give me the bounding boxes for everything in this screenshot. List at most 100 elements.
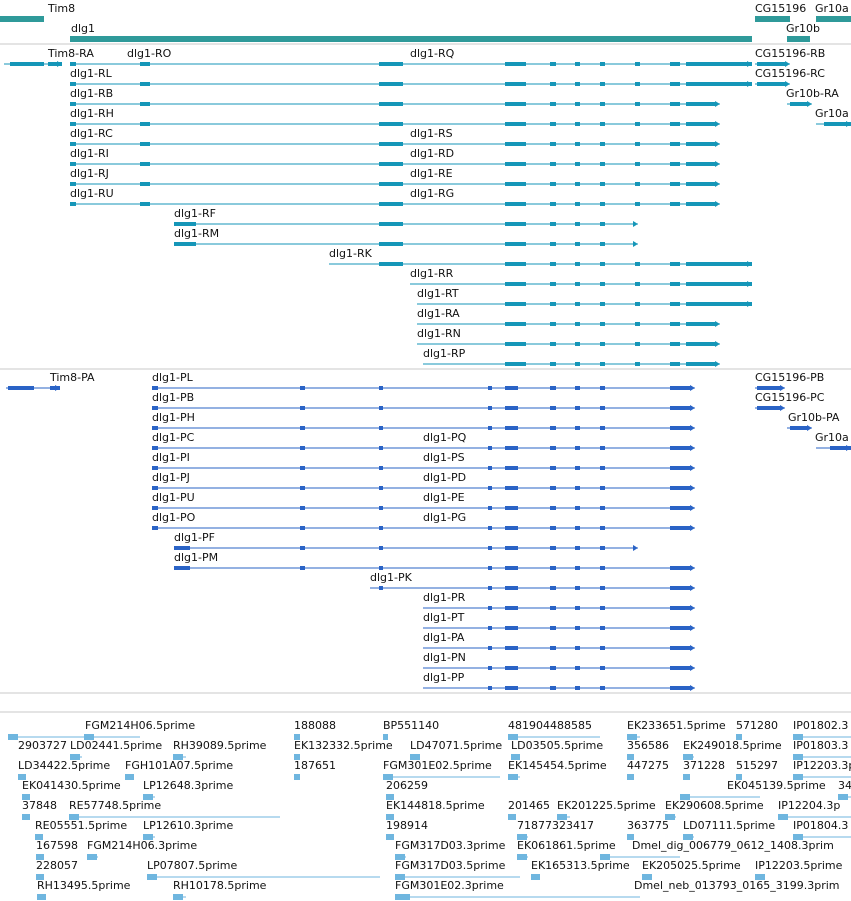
est-571280[interactable]: 571280 (736, 719, 778, 740)
est-bp551140[interactable]: BP551140 (383, 719, 439, 740)
protein-dlg1-pr[interactable]: dlg1-PR (423, 591, 695, 611)
est-ek290608-5prime[interactable]: EK290608.5prime (665, 799, 764, 820)
est-447275[interactable]: 447275 (627, 759, 669, 780)
gene-bar[interactable] (0, 16, 44, 22)
protein-dlg1-pb[interactable]: dlg1-PB (152, 391, 695, 411)
protein-track[interactable]: Tim8-PA dlg1-PL dlg1-PB dlg1-PH dlg1-PC dlg1-… (6, 371, 851, 691)
est-rh39089-5prime[interactable]: RH39089.5prime (173, 739, 267, 760)
est-167598[interactable]: 167598 (36, 839, 78, 860)
est-dmel-neb-013793-0165-3199-3prim[interactable]: Dmel_neb_013793_0165_3199.3prim (400, 879, 839, 900)
protein-dlg1-pl[interactable]: dlg1-PL (152, 371, 695, 391)
transcript-dlg1-rt[interactable]: dlg1-RT (417, 287, 752, 307)
transcript-dlg1-rb[interactable]: dlg1-RB (70, 87, 720, 107)
est-ek041430-5prime[interactable]: EK041430.5prime (22, 779, 121, 800)
est-ek205025-5prime[interactable]: EK205025.5prime (642, 859, 741, 880)
gene-bar[interactable] (70, 36, 752, 42)
est-ld34422-5prime[interactable]: LD34422.5prime (18, 759, 110, 780)
est-fgm301e02-5prime[interactable]: FGM301E02.5prime (383, 759, 500, 780)
est-ek165313-5prime[interactable]: EK165313.5prime (531, 859, 630, 880)
protein-dlg1-ph[interactable]: dlg1-PH (152, 411, 695, 431)
transcript-dlg1-ru[interactable]: dlg1-RU (70, 187, 720, 207)
est-track[interactable]: FGM214H06.5prime 188088 BP551140 4819044885… (8, 719, 851, 900)
est-ek249018-5prime[interactable]: EK249018.5prime (683, 739, 782, 760)
est-fgm317d03-5prime[interactable]: FGM317D03.5prime (395, 859, 520, 880)
transcript-dlg1-rm[interactable]: dlg1-RM (174, 227, 638, 247)
est-fgm317d03-3prime[interactable]: FGM317D03.3prime (395, 839, 506, 860)
protein-tim8-pa[interactable]: Tim8-PA (6, 371, 95, 391)
est-228057[interactable]: 228057 (36, 859, 78, 880)
est-ip01804-3[interactable]: IP01804.3 (793, 819, 851, 840)
est-ek132332-5prime[interactable]: EK132332.5prime (294, 739, 393, 760)
transcript-dlg1-ri[interactable]: dlg1-RI (70, 147, 720, 167)
protein-dlg1-pn[interactable]: dlg1-PN (423, 651, 695, 671)
est-ek045139-5prime[interactable]: EK045139.5prime (680, 779, 826, 800)
gene-track[interactable]: Tim8 dlg1 CG15196 Gr10a Gr10b (0, 2, 851, 42)
est-371228[interactable]: 371228 (683, 759, 725, 780)
gene-cg15196[interactable]: CG15196 (755, 2, 806, 22)
est-ek201225-5prime[interactable]: EK201225.5prime (557, 799, 656, 820)
transcript-dlg1-ro[interactable]: dlg1-RO (70, 47, 752, 67)
est-ip01803-3[interactable]: IP01803.3 (793, 739, 851, 760)
est-ek233651-5prime[interactable]: EK233651.5prime (627, 719, 726, 740)
transcript-dlg1-rf[interactable]: dlg1-RF (174, 207, 638, 227)
est-lp12610-3prime[interactable]: LP12610.3prime (143, 819, 234, 840)
protein-gr10a[interactable]: Gr10a (815, 431, 851, 451)
protein-dlg1-pc[interactable]: dlg1-PC (152, 431, 695, 451)
est-lp07807-5prime[interactable]: LP07807.5prime (147, 859, 380, 880)
est-198914[interactable]: 198914 (386, 819, 428, 840)
transcript-tim8-ra[interactable]: Tim8-RA (4, 47, 94, 67)
est-ek144818-5prime[interactable]: EK144818.5prime (386, 799, 485, 820)
protein-dlg1-pj[interactable]: dlg1-PJ (152, 471, 695, 491)
est-ld47071-5prime[interactable]: LD47071.5prime (410, 739, 502, 760)
transcript-dlg1-rh[interactable]: dlg1-RH (70, 107, 720, 127)
protein-dlg1-pm[interactable]: dlg1-PM (174, 551, 695, 571)
gene-bar[interactable] (755, 16, 790, 22)
protein-dlg1-pp[interactable]: dlg1-PP (423, 671, 695, 691)
transcript-dlg1-ra[interactable]: dlg1-RA (417, 307, 720, 327)
est-ip12203-3p[interactable]: IP12203.3p (793, 759, 851, 780)
est-201465[interactable]: 201465 (508, 799, 550, 820)
est-ld02441-5prime[interactable]: LD02441.5prime (70, 739, 162, 760)
est-ek145454-5prime[interactable]: EK145454.5prime (508, 759, 607, 780)
est-ip12203-5prime[interactable]: IP12203.5prime (755, 859, 843, 880)
est-71877323417[interactable]: 71877323417 (517, 819, 594, 840)
est-lp12648-3prime[interactable]: LP12648.3prime (143, 779, 234, 800)
transcript-dlg1-rp[interactable]: dlg1-RP (423, 347, 720, 367)
gene-dlg1[interactable]: dlg1 (70, 22, 752, 42)
est-ip12204-3p[interactable]: IP12204.3p (778, 799, 851, 820)
est-515297[interactable]: 515297 (736, 759, 778, 780)
transcript-dlg1-rk[interactable]: dlg1-RK (329, 247, 752, 267)
est-dmel-dig-006779-0612-1408-3prim[interactable]: Dmel_dig_006779_0612_1408.3prim (600, 839, 834, 860)
transcript-dlg1-rc[interactable]: dlg1-RC (70, 127, 720, 147)
est-363775[interactable]: 363775 (627, 819, 669, 840)
est-2903727[interactable]: 2903727 (8, 734, 140, 752)
protein-dlg1-po[interactable]: dlg1-PO (152, 511, 695, 531)
protein-dlg1-pa[interactable]: dlg1-PA (423, 631, 695, 651)
protein-cg15196-pc[interactable]: CG15196-PC (755, 391, 825, 411)
est-ip01802-3[interactable]: IP01802.3 (793, 719, 851, 740)
protein-cg15196-pb[interactable]: CG15196-PB (755, 371, 824, 391)
est-re05551-5prime[interactable]: RE05551.5prime (35, 819, 127, 840)
est-ld03505-5prime[interactable]: LD03505.5prime (511, 739, 603, 760)
transcript-gr10b-ra[interactable]: Gr10b-RA (786, 87, 839, 107)
transcript-track[interactable]: Tim8-RA dlg1-RO dlg1-RQ CG15196-RB CG15196-R… (4, 47, 851, 367)
gene-bar[interactable] (816, 16, 851, 22)
est-187651[interactable]: 187651 (294, 759, 336, 780)
transcript-dlg1-rl[interactable]: dlg1-RL (70, 67, 752, 87)
est-fgm214h06-3prime[interactable]: FGM214H06.3prime (87, 839, 197, 860)
est-ek061861-5prime[interactable]: EK061861.5prime (517, 839, 616, 860)
est-rh10178-5prime[interactable]: RH10178.5prime (173, 879, 267, 900)
est-rh13495-5prime[interactable]: RH13495.5prime (37, 879, 131, 900)
transcript-dlg1-rj[interactable]: dlg1-RJ (70, 167, 720, 187)
est-37848[interactable]: 37848 (22, 799, 57, 820)
protein-dlg1-pi[interactable]: dlg1-PI (152, 451, 695, 471)
est-34[interactable]: 34 (838, 779, 851, 800)
est-356586[interactable]: 356586 (627, 739, 669, 760)
transcript-gr10a[interactable]: Gr10a (815, 107, 851, 127)
est-ld07111-5prime[interactable]: LD07111.5prime (683, 819, 775, 840)
gene-tim8[interactable]: Tim8 (0, 2, 75, 22)
gene-gr10a[interactable]: Gr10a (815, 2, 851, 22)
est-re57748-5prime[interactable]: RE57748.5prime (69, 799, 280, 820)
est-206259[interactable]: 206259 (386, 779, 428, 800)
est-fgh101a07-5prime[interactable]: FGH101A07.5prime (125, 759, 233, 780)
